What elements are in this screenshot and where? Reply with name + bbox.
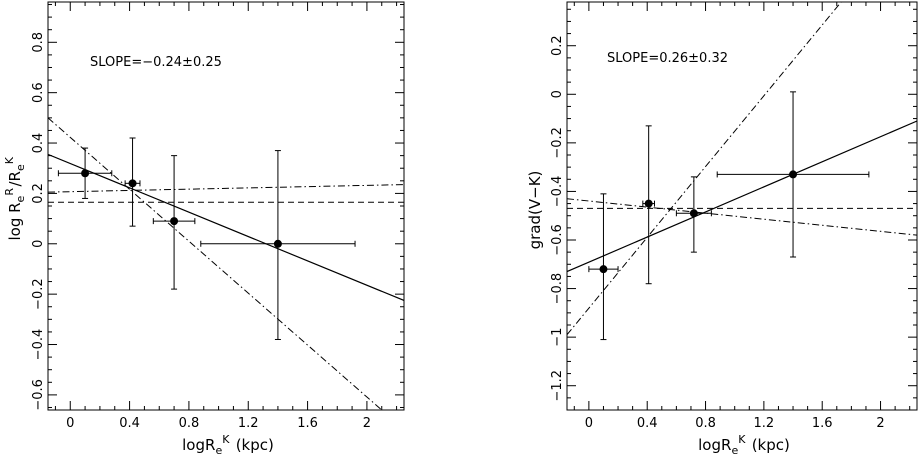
y-tick-label: −1.2 [550,370,565,402]
x-tick-label: 2 [876,416,884,431]
x-tick-label: 0.8 [695,416,716,431]
y-tick-label: −1 [550,328,565,347]
fit-line-dashdot [48,117,383,410]
fit-line-solid [48,153,404,301]
fit-line-dashdot [48,184,404,193]
x-tick-label: 2 [363,416,371,431]
data-point-group [124,137,141,227]
x-axis-label: logReK (kpc) [182,433,274,457]
x-tick-label: 0 [66,416,74,431]
data-point [644,199,653,208]
y-tick-label: 0 [31,240,46,248]
x-tick-label: 0 [585,416,593,431]
data-point-group [642,125,655,285]
y-axis-label: log ReR /ReK [3,155,27,240]
y-tick-label: 0.8 [31,32,46,53]
y-tick-label: 0 [550,90,565,98]
x-axis-label: logReK (kpc) [698,433,790,457]
right-panel: 0 0.4 0.8 1.2 1.6 2 −1.2 −1 −0.8 −0.6 −0.4 −0.2 0 0.2… [526,1,918,457]
y-tick-label: 0.4 [31,133,46,154]
y-tick-label: 0.6 [31,82,46,103]
y-tick-label: −0.2 [31,278,46,310]
data-point-group [675,176,712,253]
x-tick-label: 1.2 [238,416,259,431]
data-point-group [57,147,113,199]
data-point [273,239,282,248]
data-point [599,265,608,274]
data-point [789,170,798,179]
plot-frame [566,1,918,411]
y-tick-label: 0.2 [31,183,46,204]
fit-lines [567,2,917,336]
y-tick-label: −0.6 [31,379,46,411]
fit-line-dashdot [567,198,917,236]
data-point [170,217,179,226]
left-panel: 0 0.4 0.8 1.2 1.6 2 −0.6 −0.4 −0.2 0 0.2 0.4 0.6 0.8 l… [3,1,405,457]
y-tick-label: −0.2 [550,127,565,159]
x-tick-label: 0.8 [179,416,200,431]
x-tick-label: 1.6 [297,416,318,431]
fit-lines [48,117,404,410]
fit-line-solid [567,120,917,273]
y-tick-label: 0.2 [550,35,565,56]
x-tick-label: 0.4 [637,416,658,431]
data-point-group [200,150,356,340]
x-tick-label: 1.2 [754,416,775,431]
x-tick-label: 1.6 [812,416,833,431]
y-tick-label: −0.4 [550,176,565,208]
slope-annotation: SLOPE=0.26±0.32 [607,51,728,66]
data-point-group [588,193,619,341]
fit-line-dashdot [567,2,842,336]
data-point [128,179,137,188]
data-point-group [152,155,196,290]
y-tick-label: −0.8 [550,273,565,305]
slope-annotation: SLOPE=−0.24±0.25 [90,55,222,70]
y-axis-label: grad(V−K) [526,171,544,250]
data-point [689,209,698,218]
y-tick-label: −0.6 [550,224,565,256]
y-tick-label: −0.4 [31,329,46,361]
data-point [81,169,90,178]
x-tick-label: 0.4 [119,416,140,431]
data-point-group [716,91,870,258]
